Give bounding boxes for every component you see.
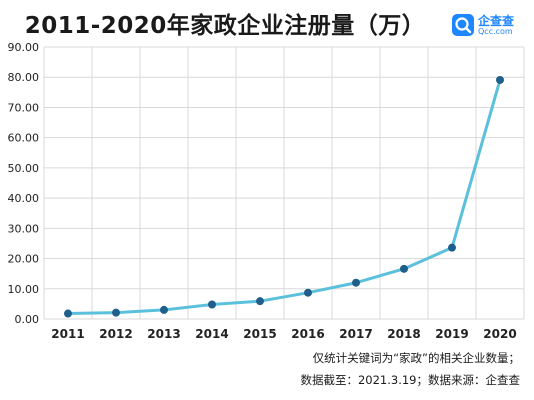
y-tick-label: 70.00	[8, 101, 40, 114]
y-tick-label: 20.00	[8, 253, 40, 266]
x-tick-label: 2018	[387, 327, 420, 341]
qcc-logo-icon	[452, 14, 474, 36]
x-tick-label: 2019	[435, 327, 468, 341]
brand-name: 企查查	[478, 14, 515, 28]
brand-domain: Qcc.com	[478, 27, 513, 36]
chart-title: 2011-2020年家政企业注册量（万）	[24, 13, 426, 39]
data-point	[496, 75, 504, 84]
data-point	[256, 297, 264, 306]
x-tick-label: 2015	[243, 327, 276, 341]
data-point	[208, 300, 216, 309]
data-point	[448, 243, 456, 252]
y-tick-label: 50.00	[8, 162, 40, 175]
y-tick-label: 80.00	[8, 71, 40, 84]
footnote-scope: 仅统计关键词为“家政”的相关企业数量；	[312, 351, 520, 365]
x-tick-label: 2017	[339, 327, 372, 341]
data-point	[352, 278, 360, 287]
y-tick-label: 40.00	[8, 192, 40, 205]
data-point	[400, 264, 408, 273]
y-tick-label: 90.00	[8, 41, 40, 54]
footnote-source: 数据截至：2021.3.19；数据来源：企查查	[300, 373, 520, 387]
x-tick-label: 2012	[99, 327, 132, 341]
data-point	[160, 305, 168, 314]
y-tick-label: 10.00	[8, 283, 40, 296]
y-tick-label: 60.00	[8, 132, 40, 145]
brand-logo: 企查查 Qcc.com	[452, 12, 532, 42]
y-tick-label: 0.00	[15, 313, 40, 326]
x-tick-label: 2014	[195, 327, 228, 341]
data-point	[112, 308, 120, 317]
data-point	[64, 309, 72, 318]
y-tick-label: 30.00	[8, 222, 40, 235]
x-tick-label: 2013	[147, 327, 180, 341]
x-tick-label: 2020	[483, 327, 516, 341]
x-tick-label: 2016	[291, 327, 324, 341]
data-point	[304, 288, 312, 297]
series-line	[67, 79, 502, 316]
x-tick-label: 2011	[51, 327, 84, 341]
